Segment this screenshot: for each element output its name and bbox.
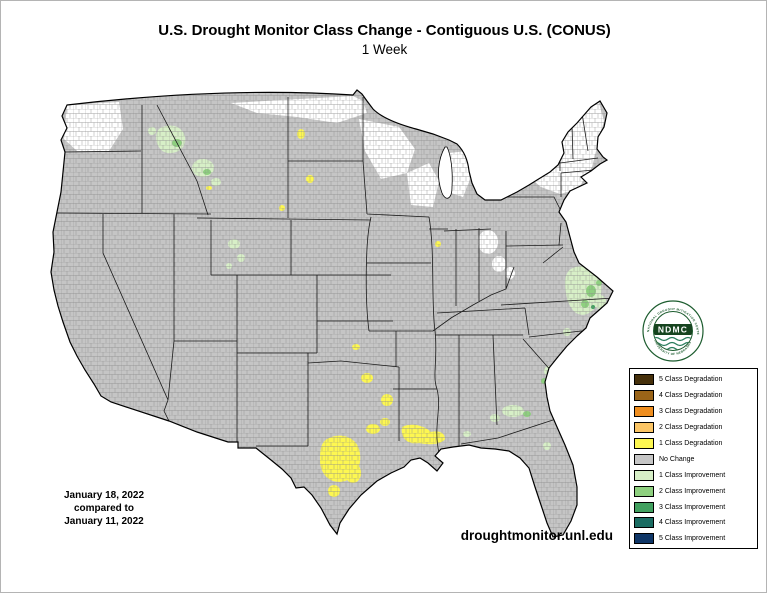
legend-swatch — [634, 422, 654, 434]
legend-label: 5 Class Degradation — [659, 376, 723, 384]
legend-label: 4 Class Degradation — [659, 392, 723, 400]
legend-label: 3 Class Degradation — [659, 408, 723, 416]
legend-label: 1 Class Degradation — [659, 440, 723, 447]
legend-item: 4 Class Degradation — [634, 388, 757, 404]
legend-swatch — [634, 390, 654, 402]
legend-label: 3 Class Improvement — [659, 503, 726, 511]
legend-swatch — [634, 485, 654, 497]
logo-acronym: NDMC — [658, 325, 688, 335]
legend-item: No Change — [634, 451, 757, 467]
county-boundaries-layer — [51, 90, 613, 537]
legend-swatch — [634, 501, 654, 513]
legend-item: 4 Class Improvement — [634, 515, 757, 531]
legend-swatch — [634, 374, 654, 386]
legend-item: 5 Class Degradation — [634, 372, 757, 388]
legend-item: 3 Class Improvement — [634, 499, 757, 515]
website-url: droughtmonitor.unl.edu — [460, 528, 613, 543]
legend-box: 5 Class Degradation 4 Class Degradation 3 … — [629, 368, 758, 549]
legend-item: 2 Class Improvement — [634, 483, 757, 499]
legend-swatch — [634, 533, 654, 545]
legend-label: 1 Class Improvement — [659, 471, 726, 479]
legend-swatch — [634, 406, 654, 418]
comparison-dates: January 18, 2022 compared to January 11,… — [29, 489, 179, 528]
legend-swatch — [634, 438, 654, 449]
legend-swatch — [634, 453, 654, 465]
legend-item: 5 Class Improvement — [634, 531, 757, 547]
date-previous: January 11, 2022 — [64, 516, 144, 527]
page-title: U.S. Drought Monitor Class Change - Cont… — [158, 22, 611, 39]
legend-label: 5 Class Improvement — [659, 535, 726, 543]
logo-band — [654, 324, 692, 335]
legend-label: 2 Class Degradation — [659, 424, 723, 432]
legend-swatch — [634, 517, 654, 529]
page-subtitle: 1 Week — [361, 42, 408, 57]
legend-item: 1 Class Improvement — [634, 467, 757, 483]
date-compared-label: compared to — [73, 503, 134, 514]
legend-label: 2 Class Improvement — [659, 487, 726, 495]
legend-rows: 5 Class Degradation 4 Class Degradation 3 … — [634, 372, 757, 547]
lake-michigan — [438, 146, 453, 199]
legend-label: 4 Class Improvement — [659, 519, 726, 527]
ndmc-logo: NATIONAL DROUGHT MITIGATION CENTER UNIVE… — [642, 300, 704, 362]
date-current: January 18, 2022 — [63, 490, 145, 501]
legend-item: 3 Class Degradation — [634, 404, 757, 420]
legend-label: No Change — [659, 455, 695, 463]
legend-item: 1 Class Degradation — [634, 436, 757, 452]
legend-item: 2 Class Degradation — [634, 420, 757, 436]
legend-swatch — [634, 469, 654, 481]
